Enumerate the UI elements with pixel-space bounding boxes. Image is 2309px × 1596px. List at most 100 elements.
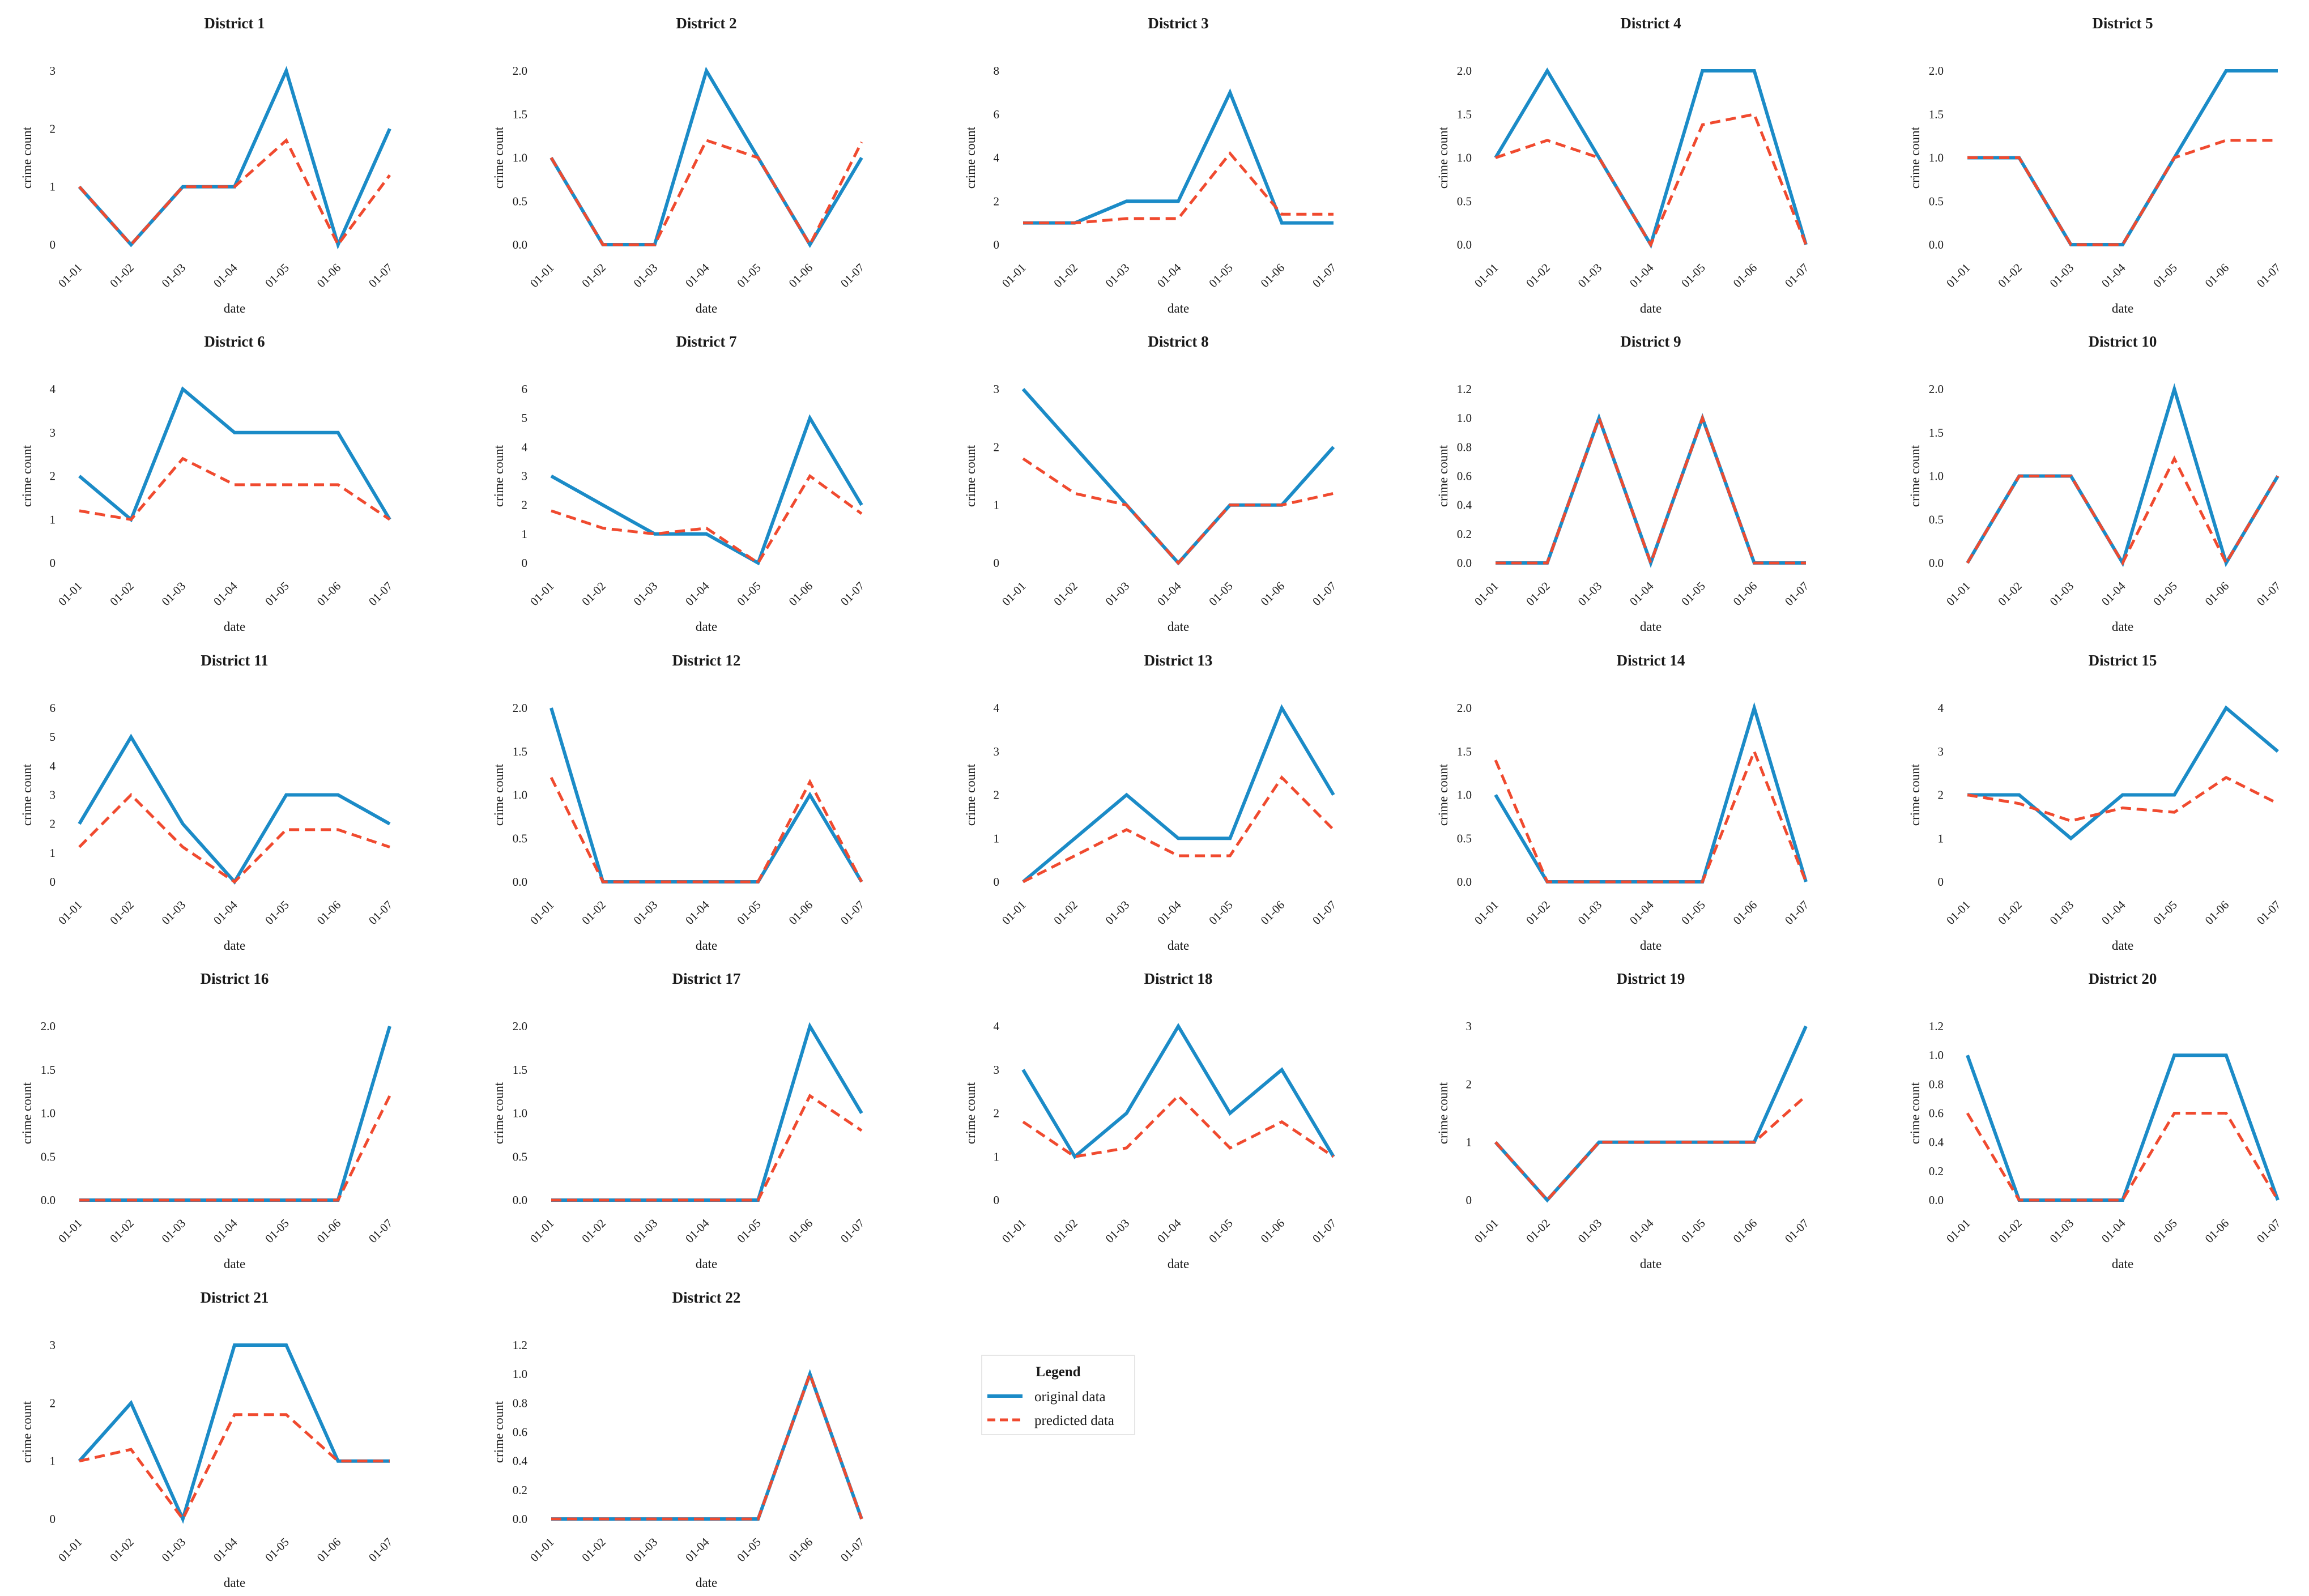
district-panel: District 13 0 1 2 3 4 crime count 01-01 01-02 01-…: [964, 652, 1339, 953]
x-tick-label: 01-01: [527, 898, 557, 928]
x-tick-label: 01-03: [631, 1535, 661, 1565]
x-tick-label: 01-02: [579, 1217, 608, 1246]
y-tick-label: 1: [50, 180, 56, 194]
y-tick-label: 1: [1466, 1136, 1472, 1149]
original-data-line: [1496, 413, 1806, 568]
district-panel: District 18 0 1 2 3 4 crime count 01-01 01-02 01-…: [964, 970, 1339, 1271]
x-tick-label: 01-01: [1944, 1217, 1973, 1246]
district-panel: District 5 0.0 0.5 1.0 1.5 2.0 crime count 01-0…: [1908, 15, 2284, 315]
y-tick-label: 1.0: [513, 1367, 527, 1381]
panel-title: District 20: [2089, 970, 2157, 987]
x-tick-label: 01-05: [2150, 261, 2180, 291]
x-tick-label: 01-06: [1258, 1217, 1288, 1246]
x-tick-label: 01-06: [1258, 261, 1288, 291]
x-tick-label: 01-03: [1103, 579, 1132, 609]
y-tick-label: 0.6: [513, 1426, 527, 1439]
x-tick-label: 01-07: [838, 898, 867, 928]
y-tick-label: 1.2: [1457, 382, 1472, 396]
district-panel: District 3 0 2 4 6 8 crime count 01-01 01-02 01-0…: [964, 15, 1339, 315]
y-axis-label: crime count: [1908, 445, 1922, 507]
x-tick-label: 01-06: [1258, 579, 1288, 609]
panel-title: District 10: [2089, 333, 2157, 350]
x-tick-label: 01-05: [1679, 579, 1708, 609]
panel-title: District 7: [676, 333, 736, 350]
x-tick-label: 01-03: [159, 261, 189, 291]
y-tick-label: 4: [50, 382, 56, 396]
x-tick-label: 01-07: [1782, 579, 1812, 609]
x-tick-label: 01-02: [1051, 579, 1080, 609]
y-tick-label: 0.5: [1457, 831, 1472, 845]
district-panel: District 4 0.0 0.5 1.0 1.5 2.0 crime count 01-0…: [1436, 15, 1812, 315]
x-tick-label: 01-06: [314, 1535, 344, 1565]
original-data-line: [1021, 388, 1335, 566]
x-tick-label: 01-04: [1154, 579, 1184, 608]
x-tick-label: 01-06: [2203, 1217, 2232, 1246]
x-tick-label: 01-04: [211, 261, 240, 290]
x-tick-label: 01-04: [211, 579, 240, 608]
y-tick-label: 1.5: [1929, 108, 1944, 121]
x-tick-label: 01-04: [2099, 1216, 2128, 1245]
panel-title: District 17: [672, 970, 741, 987]
y-tick-label: 0.0: [1457, 556, 1472, 570]
x-tick-label: 01-04: [1154, 261, 1184, 290]
x-tick-label: 01-06: [786, 579, 816, 609]
y-tick-label: 2: [50, 122, 56, 135]
panel-title: District 12: [672, 652, 741, 669]
y-tick-label: 0.8: [513, 1396, 527, 1410]
x-tick-label: 01-03: [2047, 261, 2077, 291]
y-axis-label: crime count: [1908, 763, 1922, 826]
x-tick-label: 01-06: [786, 1217, 816, 1246]
x-tick-label: 01-05: [262, 1535, 292, 1565]
x-tick-label: 01-06: [786, 898, 816, 928]
x-tick-label: 01-05: [734, 579, 764, 609]
predicted-data-line: [79, 1413, 390, 1522]
x-axis-label: date: [2112, 938, 2133, 953]
x-tick-label: 01-06: [786, 1535, 816, 1565]
panel-title: District 5: [2092, 15, 2153, 32]
y-axis-label: crime count: [492, 1401, 506, 1463]
y-tick-label: 2.0: [1929, 64, 1944, 78]
y-tick-label: 0.5: [513, 194, 527, 208]
x-tick-label: 01-07: [366, 261, 395, 291]
x-tick-label: 01-02: [1523, 579, 1553, 609]
x-axis-label: date: [224, 1257, 245, 1271]
predicted-data-line: [1496, 413, 1806, 567]
x-tick-label: 01-04: [683, 1216, 712, 1245]
district-panel: District 14 0.0 0.5 1.0 1.5 2.0 crime count 01-…: [1436, 652, 1812, 953]
y-tick-label: 0.0: [513, 1512, 527, 1526]
x-axis-label: date: [696, 620, 717, 634]
x-tick-label: 01-04: [211, 1216, 240, 1245]
panel-title: District 8: [1148, 333, 1208, 350]
predicted-data-line: [79, 1095, 391, 1202]
predicted-data-line: [551, 473, 863, 565]
original-data-line: [1494, 67, 1808, 249]
x-tick-label: 01-02: [579, 579, 608, 609]
y-axis-label: crime count: [20, 1082, 34, 1144]
y-tick-label: 1.0: [1457, 151, 1472, 165]
y-axis-label: crime count: [20, 445, 34, 507]
y-tick-label: 2.0: [1457, 64, 1472, 78]
x-tick-label: 01-02: [107, 1535, 137, 1565]
y-tick-label: 0.0: [513, 875, 527, 889]
y-tick-label: 0: [994, 238, 1000, 251]
y-tick-label: 0.0: [513, 1193, 527, 1207]
x-tick-label: 01-03: [1103, 898, 1132, 928]
district-panel: District 7 0 1 2 3 4 5 6 crime count 01-01 01-02 01…: [492, 333, 867, 634]
y-axis-label: crime count: [492, 1082, 506, 1144]
y-axis-label: crime count: [1436, 763, 1450, 826]
y-tick-label: 2.0: [513, 701, 527, 715]
y-tick-label: 4: [994, 151, 1000, 165]
x-tick-label: 01-02: [107, 1217, 137, 1246]
x-tick-label: 01-01: [527, 1535, 557, 1565]
x-tick-label: 01-07: [838, 579, 867, 609]
legend: Legend original data predicted data: [981, 1355, 1135, 1435]
predicted-data-line: [1023, 151, 1334, 225]
x-tick-label: 01-05: [2150, 579, 2180, 609]
y-tick-label: 1.0: [1929, 1048, 1944, 1062]
original-data-line: [78, 386, 391, 523]
x-tick-label: 01-04: [2099, 261, 2128, 290]
y-tick-label: 6: [50, 701, 56, 715]
original-data-line: [1021, 1023, 1335, 1159]
district-panel: District 11 0 1 2 3 4 5 6 crime count 01-01 01-02 0…: [20, 652, 395, 953]
predicted-data-line: [78, 138, 391, 247]
